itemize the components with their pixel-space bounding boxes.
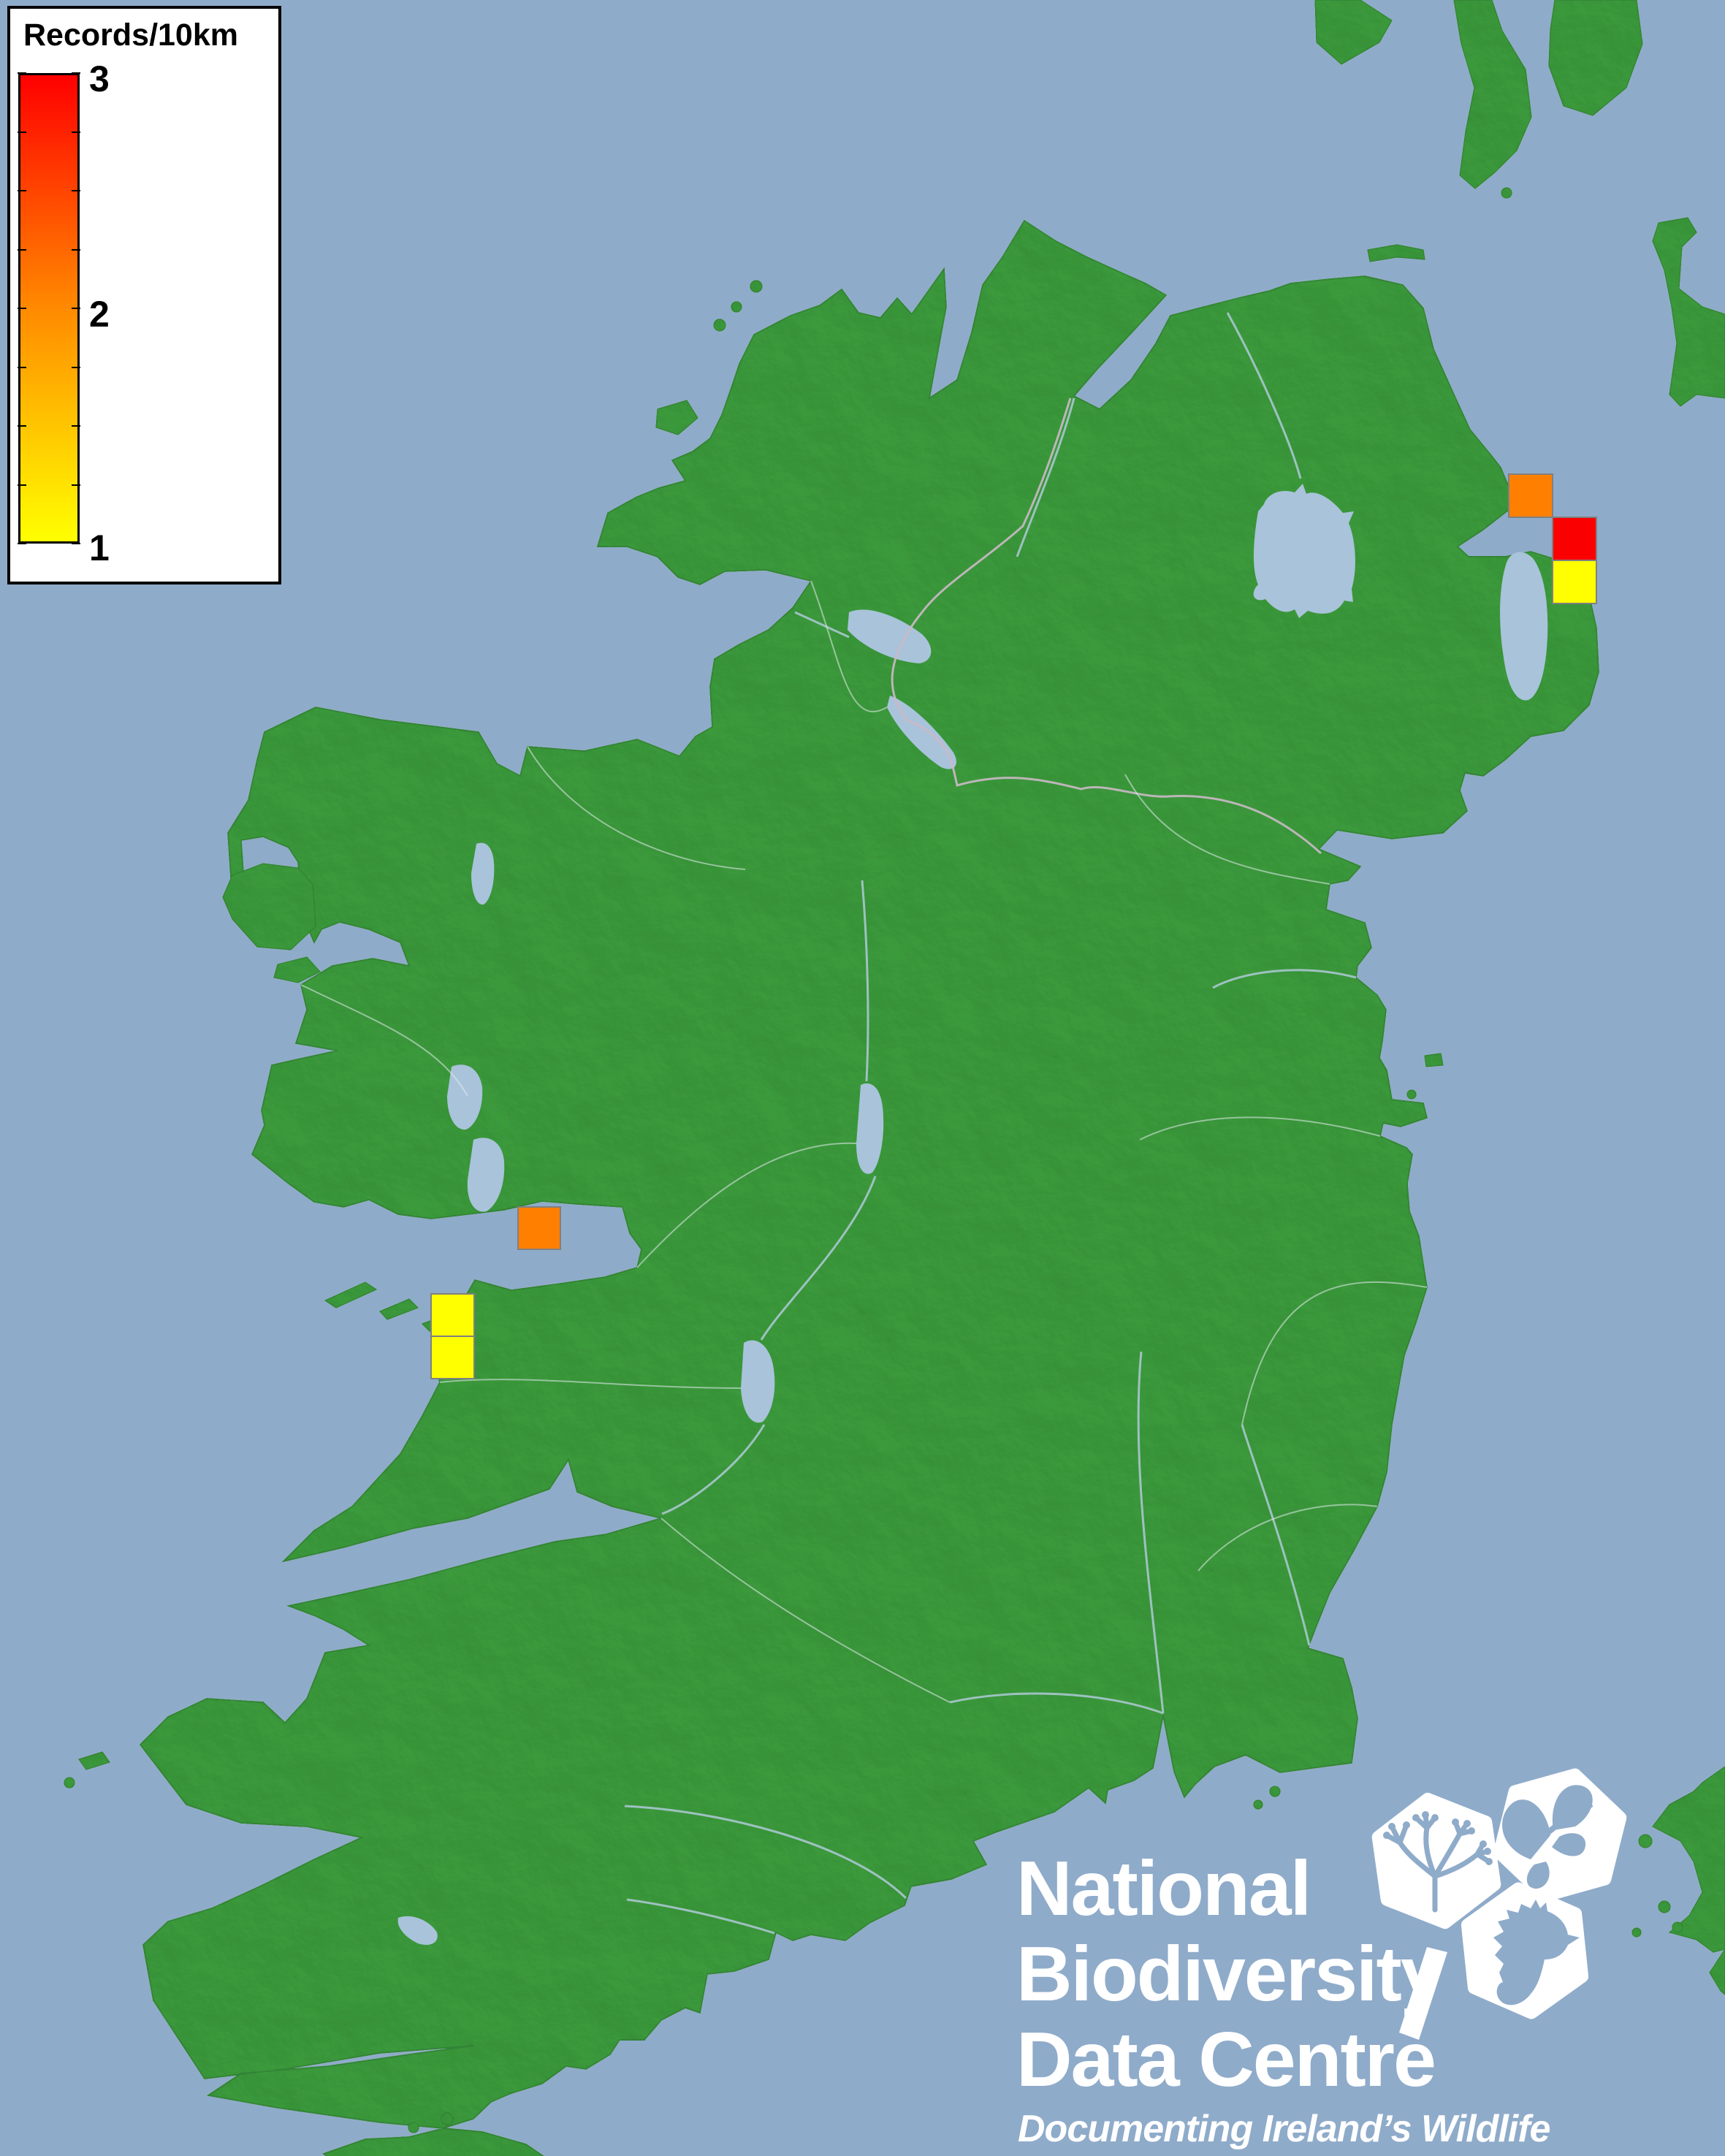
lough-ree — [856, 1083, 884, 1174]
logo-line-national: National — [1016, 1845, 1311, 1932]
legend-tick — [72, 131, 80, 133]
record-square[interactable] — [1552, 517, 1597, 561]
lough-derg — [741, 1340, 775, 1423]
legend-tick — [18, 543, 26, 544]
legend-tick — [72, 308, 80, 309]
legend-label-min: 1 — [89, 527, 110, 568]
legend-tick — [72, 425, 80, 427]
legend-title: Records/10km — [23, 18, 238, 53]
lough-corrib — [467, 1138, 505, 1212]
legend-tick — [72, 543, 80, 544]
legend-tick — [72, 366, 80, 368]
upper-lough-erne — [887, 696, 956, 769]
lough-mask — [447, 1064, 483, 1130]
killarney-lakes — [397, 1916, 438, 1946]
legend-tick — [18, 484, 26, 486]
record-square[interactable] — [1552, 560, 1597, 604]
record-square[interactable] — [1508, 473, 1553, 518]
legend-tick — [18, 72, 26, 74]
legend-tick — [18, 248, 26, 251]
legend-tick — [72, 484, 80, 486]
record-squares-layer — [430, 473, 1597, 1379]
tree-trunk — [1399, 1947, 1447, 2040]
logo-line-biodiversity: Biodiversity — [1016, 1931, 1444, 2017]
legend-tick — [72, 248, 80, 251]
legend-tick — [18, 425, 26, 427]
legend-gradient-bar — [18, 73, 80, 544]
county-boundaries — [300, 580, 1428, 1703]
lough-conn — [471, 842, 495, 905]
wales-landmass — [1631, 1766, 1725, 1995]
legend-tick — [18, 366, 26, 368]
logo-tagline: Documenting Ireland’s Wildlife — [1018, 2108, 1550, 2150]
legend-tick — [18, 308, 26, 309]
logo-line-datacentre: Data Centre — [1016, 2016, 1436, 2103]
record-square[interactable] — [430, 1293, 475, 1337]
legend-label-mid: 2 — [89, 294, 110, 335]
lower-lough-erne — [848, 609, 932, 663]
butterfly-icon — [1502, 1785, 1593, 1889]
tree-icon — [1383, 1811, 1493, 1913]
offshore-islands — [64, 244, 1593, 2133]
scotland-landmass — [1314, 0, 1725, 407]
rivers — [624, 312, 1357, 1935]
legend-label-max: 3 — [89, 58, 110, 99]
nbdc-logo-text: National Biodiversity Data Centre — [1016, 1845, 1444, 2103]
record-square[interactable] — [517, 1206, 561, 1250]
legend-tick — [18, 190, 26, 191]
nbdc-logo-hexagons — [1371, 1768, 1627, 2040]
legend-panel: Records/10km 3 2 1 — [7, 6, 281, 584]
lakes — [397, 484, 1548, 1946]
border-line — [891, 397, 1322, 855]
legend-tick — [72, 72, 80, 74]
record-square[interactable] — [430, 1336, 475, 1379]
seahorse-icon — [1493, 1900, 1580, 2005]
legend-tick — [18, 131, 26, 133]
strangford-lough — [1500, 552, 1548, 701]
legend-tick — [72, 190, 80, 191]
lough-neagh — [1253, 484, 1355, 618]
